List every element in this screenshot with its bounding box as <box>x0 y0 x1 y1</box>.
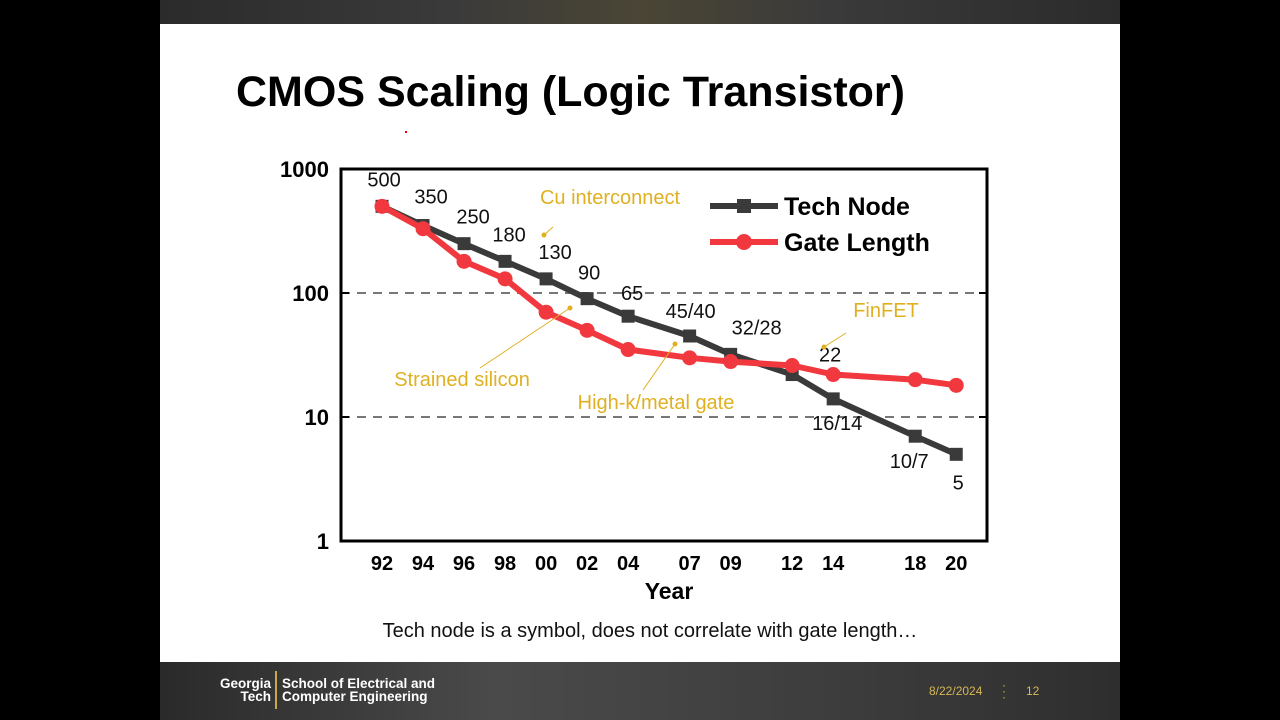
y-tick-label-1000: 1000 <box>280 157 329 182</box>
footer: Georgia Tech School of Electrical and Co… <box>160 662 1120 720</box>
stray-mark <box>405 131 407 133</box>
x-tick-label-02: 02 <box>576 553 598 575</box>
x-tick-label-20: 20 <box>945 553 967 575</box>
x-tick-label-07: 07 <box>679 553 701 575</box>
legend-marker-gate-length <box>736 234 752 250</box>
x-tick-label-96: 96 <box>453 553 475 575</box>
data-label-250: 250 <box>456 207 489 229</box>
annotation-arrow-finfet <box>823 332 847 348</box>
annotation-arrowhead-high-k-metal-gate <box>672 341 678 347</box>
gate-length-point <box>374 198 390 214</box>
x-tick-label-94: 94 <box>412 553 435 575</box>
data-label-32-28: 32/28 <box>732 317 782 339</box>
legend-label-tech-node: Tech Node <box>784 193 910 221</box>
gate-length-point <box>948 377 964 393</box>
slide-date: 8/22/2024 <box>929 684 983 698</box>
gate-length-point <box>579 322 595 338</box>
annotation-arrowhead-cu-interconnect <box>541 232 547 238</box>
gate-length-point <box>456 253 472 269</box>
tech-node-point <box>457 237 471 251</box>
x-tick-label-09: 09 <box>720 553 742 575</box>
annotation-high-k-metal-gate: High-k/metal gate <box>578 392 735 414</box>
chart: 1 10 100 1000 92 94 96 98 00 02 04 07 09 12 14 18 20 Year… <box>280 157 989 604</box>
legend-label-gate-length: Gate Length <box>784 229 930 257</box>
georgia-tech-logo: Georgia Tech School of Electrical and Co… <box>220 670 435 710</box>
data-label-16-14: 16/14 <box>812 413 862 435</box>
x-tick-label-14: 14 <box>822 553 845 575</box>
data-label-90: 90 <box>578 263 600 285</box>
tech-node-point <box>539 272 553 286</box>
gate-length-point <box>620 342 636 358</box>
data-label-350: 350 <box>414 187 447 209</box>
x-tick-label-04: 04 <box>617 553 640 575</box>
y-tick-label-1: 1 <box>317 529 329 554</box>
data-label-45-40: 45/40 <box>666 301 716 323</box>
tech-node-point <box>621 309 635 323</box>
gate-length-point <box>784 358 800 374</box>
x-tick-label-18: 18 <box>904 553 926 575</box>
logo-tech: Tech <box>240 689 272 704</box>
y-tick-label-100: 100 <box>292 281 329 306</box>
data-label-5: 5 <box>953 472 964 494</box>
tech-node-point <box>826 392 840 406</box>
x-tick-label-12: 12 <box>781 553 803 575</box>
data-label-65: 65 <box>621 283 643 305</box>
tech-node-point <box>949 447 963 461</box>
gate-length-point <box>682 350 698 366</box>
data-label-10-7: 10/7 <box>890 451 929 473</box>
logo-school-line2: Computer Engineering <box>282 689 428 704</box>
separator-icon: · · · <box>1002 678 1006 704</box>
slide-title: CMOS Scaling (Logic Transistor) <box>236 68 905 116</box>
annotation-arrowhead-finfet <box>821 344 827 350</box>
gate-length-point <box>723 354 739 370</box>
x-axis-label: Year <box>645 578 694 604</box>
annotation-strained-silicon: Strained silicon <box>394 369 530 391</box>
y-tick-label-10: 10 <box>305 405 329 430</box>
data-label-180: 180 <box>492 224 525 246</box>
gate-length-point <box>497 271 513 287</box>
legend-marker-tech-node <box>737 199 751 213</box>
annotation-arrow-high-k-metal-gate <box>642 343 676 391</box>
logo-school-line1: School of Electrical and <box>282 676 436 691</box>
tech-node-point <box>683 329 697 343</box>
gate-length-point <box>907 372 923 388</box>
logo-georgia: Georgia <box>220 676 272 691</box>
slide-caption: Tech node is a symbol, does not correlat… <box>382 620 918 642</box>
gate-length-point <box>538 304 554 320</box>
tech-node-point <box>498 254 512 268</box>
slide: CMOS Scaling (Logic Transistor) 1 10 100 10… <box>160 24 1120 662</box>
data-label-130: 130 <box>538 242 571 264</box>
annotation-finfet: FinFET <box>853 300 919 322</box>
tech-node-point <box>580 292 594 306</box>
x-tick-label-00: 00 <box>535 553 557 575</box>
data-label-500: 500 <box>367 169 400 191</box>
x-tick-label-98: 98 <box>494 553 516 575</box>
data-label-22: 22 <box>819 345 841 367</box>
logo-divider <box>275 671 278 709</box>
top-bar <box>160 0 1120 24</box>
gate-length-point <box>415 221 431 237</box>
annotation-arrow-strained-silicon <box>479 307 571 369</box>
annotation-cu-interconnect: Cu interconnect <box>540 187 681 209</box>
tech-node-point <box>908 429 922 443</box>
gate-length-point <box>825 367 841 383</box>
annotation-arrowhead-strained-silicon <box>567 305 573 311</box>
x-tick-label-92: 92 <box>371 553 393 575</box>
page-number: 12 <box>1026 684 1040 698</box>
plot-frame <box>339 167 989 543</box>
